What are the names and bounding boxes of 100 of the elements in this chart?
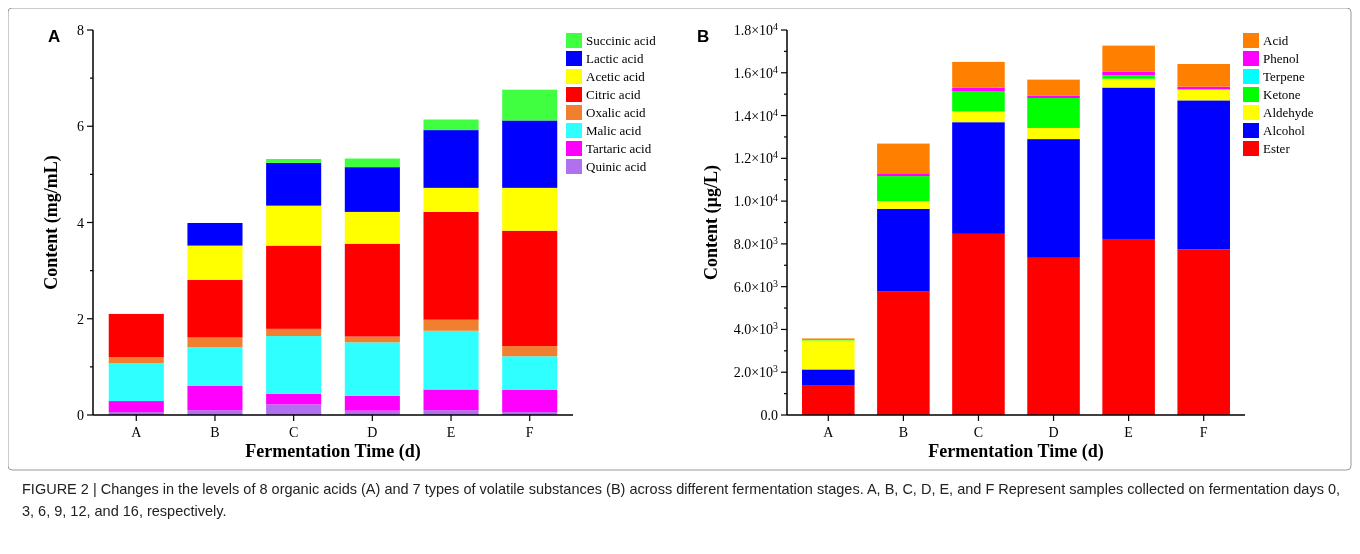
bar bbox=[952, 122, 1005, 234]
bar bbox=[1102, 75, 1155, 79]
bar bbox=[1102, 78, 1155, 88]
bar bbox=[1177, 64, 1230, 87]
legend-label: Phenol bbox=[1263, 51, 1300, 66]
bar bbox=[423, 389, 479, 411]
x-axis-title: Fermentation Time (d) bbox=[928, 441, 1104, 462]
bar bbox=[1027, 257, 1080, 415]
y-tick-label: 6.0×10$^{3}$ bbox=[733, 277, 779, 295]
legend-label: Lactic acid bbox=[586, 51, 644, 66]
x-tick-label: A bbox=[823, 425, 835, 440]
bar bbox=[187, 222, 243, 246]
bar bbox=[108, 357, 164, 364]
bar bbox=[423, 211, 479, 320]
bar bbox=[344, 158, 400, 168]
legend-label: Citric acid bbox=[586, 87, 642, 102]
bar bbox=[1102, 71, 1155, 76]
y-tick-label: 8.0×10$^{3}$ bbox=[733, 234, 779, 252]
bar bbox=[187, 245, 243, 280]
bar bbox=[423, 119, 479, 131]
bar bbox=[502, 230, 558, 347]
x-tick-label: E bbox=[446, 425, 456, 440]
bar bbox=[423, 319, 479, 331]
bar bbox=[802, 369, 855, 386]
bar bbox=[423, 130, 479, 188]
bar bbox=[1177, 249, 1230, 415]
bar bbox=[266, 336, 322, 394]
y-tick-label: 1.4×10$^{4}$ bbox=[733, 106, 779, 124]
x-tick-label: D bbox=[1048, 425, 1059, 440]
bar bbox=[266, 393, 322, 405]
bar bbox=[266, 404, 322, 415]
bar bbox=[266, 245, 322, 329]
y-tick-label: 0 bbox=[77, 408, 84, 423]
bar bbox=[877, 143, 930, 174]
bar bbox=[1027, 79, 1080, 96]
bar bbox=[423, 187, 479, 212]
x-tick-label: A bbox=[131, 425, 143, 440]
legend-label: Succinic acid bbox=[586, 33, 657, 48]
y-tick-label: 1.0×10$^{4}$ bbox=[733, 191, 779, 210]
x-tick-label: B bbox=[898, 425, 909, 440]
y-tick-label: 1.8×10$^{4}$ bbox=[733, 20, 779, 38]
legend-label: Terpene bbox=[1263, 69, 1305, 84]
y-tick-label: 8 bbox=[77, 23, 84, 38]
bar bbox=[108, 401, 164, 413]
bar bbox=[1027, 98, 1080, 128]
bar bbox=[266, 205, 322, 246]
bar bbox=[502, 389, 558, 413]
x-tick-label: C bbox=[973, 425, 984, 440]
bar bbox=[1027, 139, 1080, 258]
bar bbox=[187, 337, 243, 348]
y-tick-label: 0.0 bbox=[760, 408, 778, 423]
bar bbox=[344, 211, 400, 244]
legend-label: Quinic acid bbox=[586, 159, 647, 174]
bar bbox=[266, 328, 322, 337]
bar bbox=[802, 340, 855, 370]
y-tick-label: 2.0×10$^{3}$ bbox=[733, 362, 779, 381]
legend-label: Malic acid bbox=[586, 123, 642, 138]
x-tick-label: F bbox=[525, 425, 534, 440]
y-tick-label: 2 bbox=[77, 311, 84, 327]
bar bbox=[187, 279, 243, 338]
y-axis-title: Content (mg/mL) bbox=[41, 155, 62, 290]
bar bbox=[187, 347, 243, 386]
bar bbox=[877, 176, 930, 202]
x-tick-label: D bbox=[367, 425, 378, 440]
bar bbox=[1177, 100, 1230, 250]
legend-label: Acid bbox=[1263, 33, 1289, 48]
bar bbox=[266, 158, 322, 163]
y-tick-label: 1.6×10$^{4}$ bbox=[733, 63, 779, 81]
y-tick-label: 4.0×10$^{3}$ bbox=[733, 319, 779, 338]
bar bbox=[1102, 87, 1155, 239]
legend-label: Tartaric acid bbox=[586, 141, 652, 156]
bar bbox=[877, 201, 930, 209]
bar bbox=[952, 61, 1005, 88]
chart-title: A bbox=[48, 27, 61, 46]
bar bbox=[266, 162, 322, 206]
bar bbox=[502, 120, 558, 188]
bar bbox=[952, 111, 1005, 123]
bar bbox=[108, 363, 164, 402]
bar bbox=[344, 342, 400, 396]
chart-title: B bbox=[697, 27, 710, 46]
bar bbox=[952, 233, 1005, 415]
bar bbox=[502, 356, 558, 390]
bar bbox=[502, 346, 558, 357]
bar bbox=[344, 167, 400, 212]
bar bbox=[877, 173, 930, 177]
legend-label: Alcohol bbox=[1263, 123, 1306, 138]
legend-label: Ester bbox=[1263, 141, 1291, 156]
x-tick-label: B bbox=[210, 425, 220, 440]
y-axis-title: Content (µg/L) bbox=[701, 165, 722, 280]
bar bbox=[1027, 127, 1080, 140]
bar bbox=[1102, 238, 1155, 415]
legend-label: Acetic acid bbox=[586, 69, 646, 84]
legend-label: Oxalic acid bbox=[586, 105, 647, 120]
y-tick-label: 4 bbox=[77, 215, 84, 231]
legend-label: Ketone bbox=[1263, 87, 1301, 102]
bar bbox=[344, 243, 400, 337]
bar bbox=[423, 330, 479, 390]
x-tick-label: C bbox=[288, 425, 299, 440]
bar bbox=[802, 385, 855, 415]
bar bbox=[187, 385, 243, 411]
